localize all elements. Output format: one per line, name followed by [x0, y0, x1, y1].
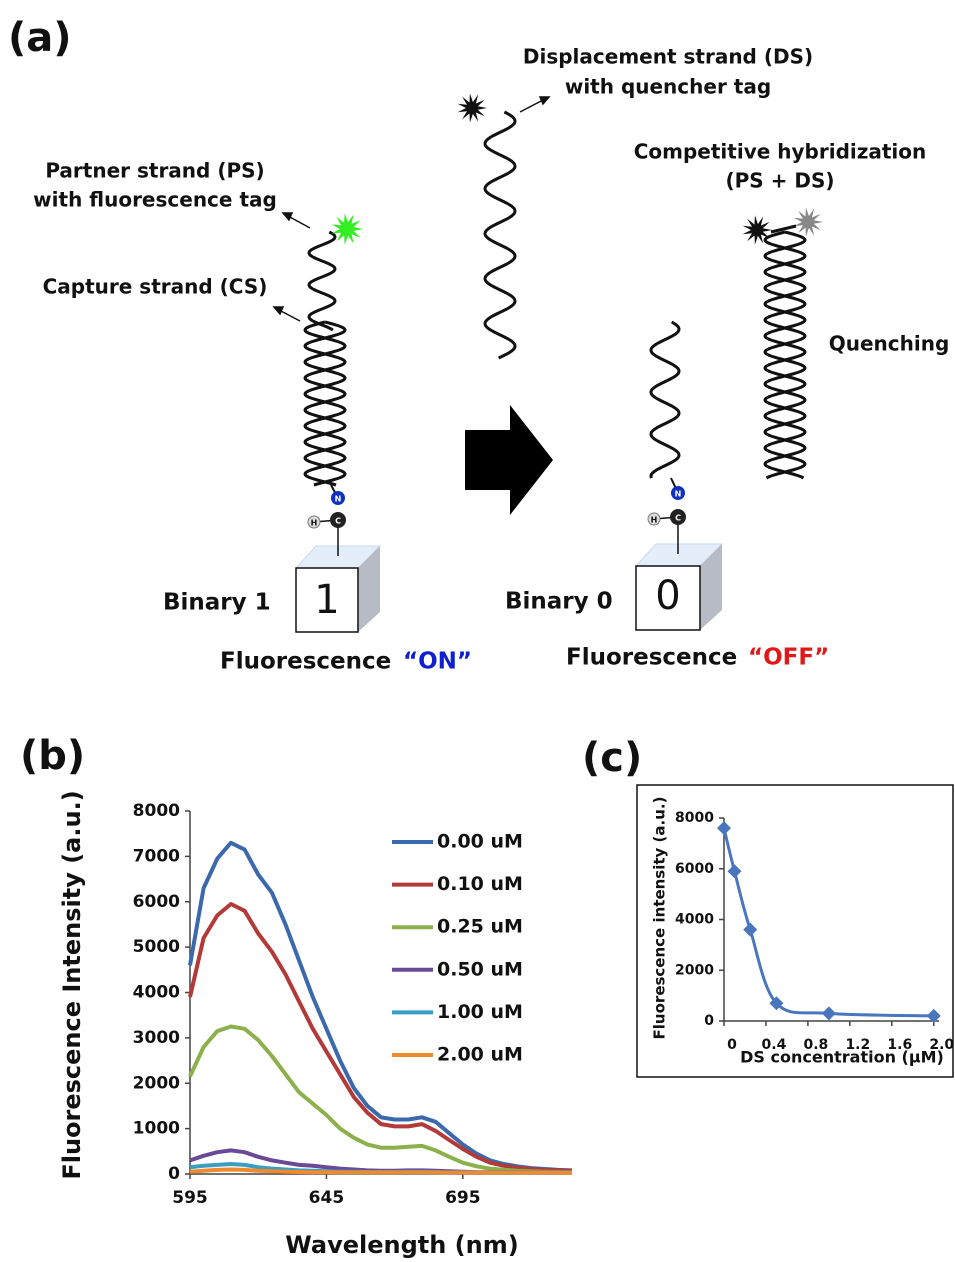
pointer-arrows: [272, 96, 551, 322]
dna-strand: [763, 230, 807, 480]
cube-on: [294, 545, 382, 633]
x-tick-label: 0.8: [803, 1037, 828, 1053]
dna-strand: [649, 320, 681, 479]
x-tick-label: 0: [727, 1037, 737, 1053]
annotation: Displacement strand (DS): [523, 45, 813, 69]
y-tick-label: 5000: [133, 937, 180, 957]
atom: [647, 512, 661, 526]
atom-label: C: [675, 514, 681, 523]
y-axis-title: Fluorescence Intensity (a.u.): [58, 790, 86, 1179]
y-tick-label: 3000: [133, 1028, 180, 1048]
chart: (c) 0 2000 4000 6000 8000 0 0.4 0.8 1.2 1.6 2.0DS c…: [582, 735, 954, 1078]
tag-star: [793, 207, 823, 237]
dna-strand: [307, 230, 337, 332]
atom-label: H: [311, 519, 318, 528]
y-tick-label: 4000: [133, 983, 180, 1003]
dna-strand: [763, 230, 807, 480]
tag-star: [457, 93, 487, 123]
atom: [330, 512, 346, 528]
atom: [671, 486, 685, 500]
fluorescence-status: “ON”: [403, 649, 472, 675]
data-point: [727, 864, 742, 879]
y-tick-label: 0: [704, 1013, 714, 1029]
y-tick-label: 8000: [133, 801, 180, 821]
x-tick-label: 695: [445, 1188, 481, 1208]
fluorescence-status: “OFF”: [748, 645, 829, 671]
annotation: Partner strand (PS): [45, 159, 264, 183]
y-tick-label: 1000: [133, 1119, 180, 1139]
x-axis-title: Wavelength (nm): [285, 1231, 518, 1259]
atom: [670, 509, 686, 525]
x-tick-label: 1.2: [845, 1037, 870, 1053]
dna-strand: [303, 320, 347, 487]
x-tick-label: 0.4: [762, 1037, 787, 1053]
fluorescence-label: Fluorescence: [566, 645, 737, 671]
x-tick-label: 1.6: [887, 1037, 912, 1053]
dna-strand: [483, 110, 517, 360]
annotation: (PS + DS): [725, 169, 834, 193]
x-axis-title: DS concentration (μM): [740, 1048, 944, 1067]
y-tick-label: 2000: [133, 1073, 180, 1093]
y-tick-label: 4000: [675, 912, 714, 928]
binary-label: Binary 1: [163, 590, 271, 616]
cube-off: [634, 543, 724, 631]
atom-label: N: [675, 490, 682, 499]
y-tick-label: 7000: [133, 846, 180, 866]
panel-label: (c): [582, 735, 642, 781]
data-point: [926, 1008, 941, 1023]
binary-label: Binary 0: [505, 589, 613, 615]
panel-label: (a): [8, 15, 72, 61]
data-point: [717, 821, 731, 836]
chart-frame: [636, 784, 954, 1078]
annotation: Capture strand (CS): [43, 275, 268, 299]
x-tick-label: 645: [309, 1188, 345, 1208]
series-line: [189, 1167, 572, 1175]
y-tick-label: 2000: [675, 962, 714, 978]
atom-label: H: [651, 516, 658, 525]
legend-label: 0.00 uM: [437, 831, 523, 853]
annotation: Quenching: [829, 332, 950, 356]
x-tick-label: 2.0: [929, 1037, 954, 1053]
x-tick-label: 595: [172, 1188, 208, 1208]
data-point: [821, 1006, 836, 1021]
link: [770, 224, 797, 234]
atom-label: N: [335, 495, 342, 504]
chart: (b) 0 1000 2000 3000 4000 5000 6000 7000 8000 595 6…: [20, 733, 573, 1259]
series-line: [188, 902, 573, 1173]
annotation: with quencher tag: [565, 75, 771, 99]
annotation: with fluorescence tag: [33, 188, 277, 212]
legend-label: 0.25 uM: [437, 916, 523, 938]
annotation: Competitive hybridization: [634, 140, 927, 164]
y-tick-label: 8000: [675, 810, 714, 826]
legend-label: 2.00 uM: [437, 1044, 523, 1066]
y-tick-label: 6000: [133, 892, 180, 912]
data-point: [743, 922, 758, 937]
atom: [307, 515, 321, 529]
fluorescence-label: Fluorescence: [220, 649, 391, 675]
panel-label: (b): [20, 733, 85, 779]
atom-label: C: [335, 517, 341, 526]
y-tick-label: 0: [168, 1164, 180, 1184]
legend-label: 1.00 uM: [437, 1001, 523, 1023]
legend-label: 0.10 uM: [437, 873, 523, 895]
dna-strand: [303, 320, 347, 487]
legend-label: 0.50 uM: [437, 958, 523, 980]
y-axis-title: Fluorescence intensity (a.u.): [651, 797, 669, 1040]
tag-star: [742, 215, 772, 245]
data-point: [769, 996, 784, 1011]
digit: 0: [655, 573, 680, 619]
tag-star: [331, 213, 363, 245]
diagram: (a) Partner strand (PS) with fluorescenc…: [8, 15, 949, 675]
y-tick-label: 6000: [675, 861, 714, 877]
big-arrow: [465, 405, 553, 515]
atom: [331, 491, 345, 505]
digit: 1: [314, 577, 339, 623]
